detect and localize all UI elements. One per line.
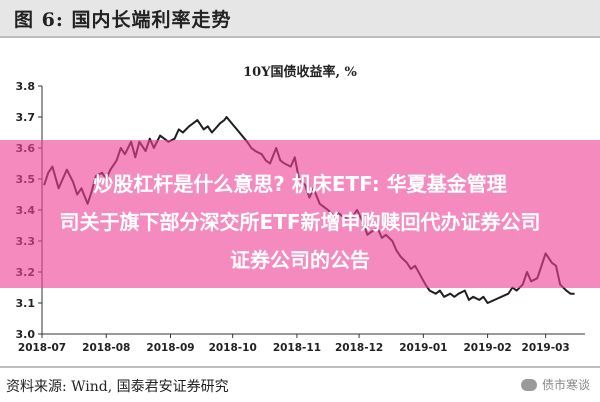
banner-line-1[interactable]: 炒股杠杆是什么意思? 机床ETF: 华夏基金管理	[93, 172, 507, 196]
y-tick-label: 3.8	[16, 80, 36, 93]
promo-banner[interactable]: 炒股杠杆是什么意思? 机床ETF: 华夏基金管理 司关于旗下部分深交所ETF新增…	[0, 140, 600, 288]
watermark-text: 债市寒谈	[541, 378, 590, 392]
x-tick-label: 2018-08	[82, 342, 130, 354]
x-tick-label: 2018-07	[18, 342, 66, 354]
wechat-icon	[520, 378, 537, 391]
y-tick-label: 3.0	[16, 328, 36, 341]
data-source: 资料来源: Wind, 国泰君安证券研究	[6, 379, 229, 395]
x-tick-label: 2018-09	[146, 342, 194, 354]
figure-header: 图 6: 国内长端利率走势	[0, 0, 600, 38]
y-tick-label: 3.7	[16, 111, 36, 124]
x-tick-label: 2019-03	[522, 342, 570, 354]
x-tick-label: 2019-01	[399, 342, 447, 354]
x-tick-label: 2018-12	[335, 342, 383, 354]
y-tick-label: 3.1	[16, 297, 36, 310]
figure-footer: 资料来源: Wind, 国泰君安证券研究 债市寒谈	[0, 366, 600, 402]
banner-line-3[interactable]: 证券公司的公告	[230, 248, 370, 272]
chart-title: 10Y国债收益率, %	[243, 64, 357, 80]
figure-title: 图 6: 国内长端利率走势	[14, 8, 232, 31]
x-tick-labels: 2018-07 2018-08 2018-09 2018-10 2018-11 2018-…	[18, 342, 570, 354]
x-tick-label: 2019-02	[463, 342, 511, 354]
watermark: 债市寒谈	[520, 376, 590, 393]
banner-line-2[interactable]: 司关于旗下部分深交所ETF新增申购赎回代办证券公司	[59, 210, 541, 234]
x-tick-label: 2018-11	[273, 342, 321, 354]
x-tick-label: 2018-10	[209, 342, 257, 354]
